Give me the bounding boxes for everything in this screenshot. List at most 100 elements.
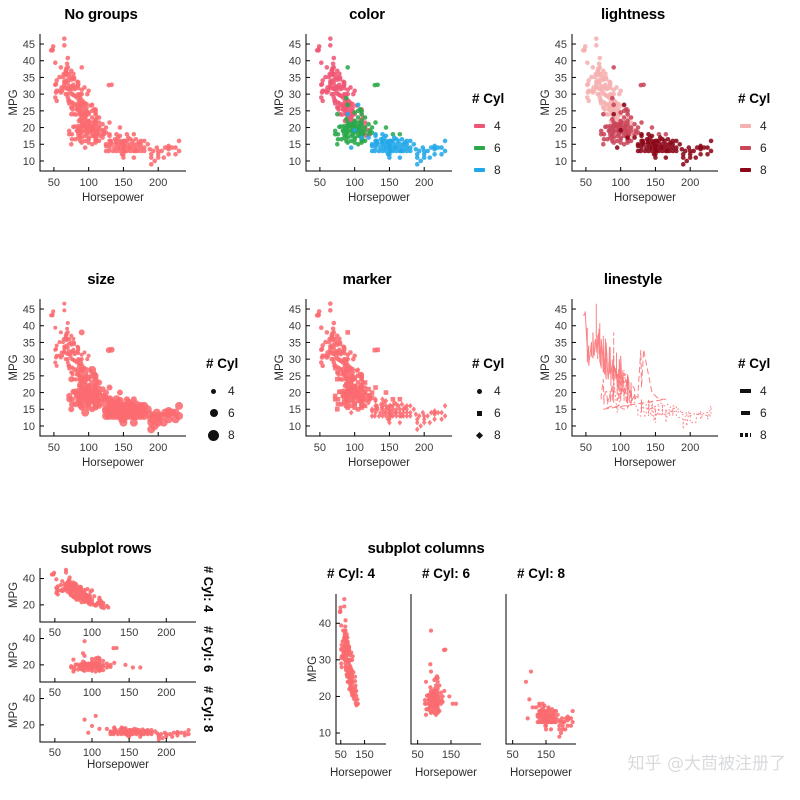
data-point	[151, 148, 156, 154]
legend-key-marker	[472, 384, 487, 398]
legend-title: # Cyl	[738, 91, 771, 106]
y-tick-label: 30	[289, 354, 301, 366]
data-point	[60, 579, 65, 584]
series-8	[345, 102, 448, 167]
data-point	[121, 155, 126, 160]
legend-entry[interactable]: 6	[738, 137, 770, 159]
data-point	[582, 48, 587, 53]
data-point	[325, 353, 331, 359]
data-point	[549, 707, 555, 712]
data-point	[76, 345, 81, 350]
plot-size: 50 100 150 200 10 15 20 25 30 35 40 45 Horsepower MPG	[6, 293, 196, 469]
data-point	[399, 136, 405, 142]
legend-entry[interactable]: 4	[472, 380, 504, 402]
legend-entry[interactable]: 4	[738, 115, 770, 137]
axis-spines	[571, 34, 718, 172]
y-tick-label: 45	[555, 39, 567, 51]
data-point	[383, 145, 389, 150]
legend-entry[interactable]: 8	[738, 424, 770, 446]
y-tick-label: 10	[319, 728, 331, 740]
data-point	[138, 665, 143, 670]
data-point	[354, 688, 359, 694]
data-point	[359, 121, 364, 127]
legend-entry[interactable]: 4	[206, 380, 238, 402]
data-point	[345, 376, 351, 383]
legend-entry[interactable]: 6	[206, 402, 238, 424]
legend-entry[interactable]: 4	[472, 115, 504, 137]
data-point	[106, 384, 113, 391]
data-point	[69, 333, 74, 338]
data-point	[55, 592, 60, 597]
data-point	[60, 340, 65, 345]
data-point	[625, 118, 630, 124]
data-point	[152, 158, 158, 164]
data-point	[319, 346, 325, 352]
legend-entry[interactable]: 8	[738, 159, 770, 181]
legend-entry[interactable]: 8	[472, 159, 504, 181]
data-point	[54, 98, 59, 104]
subplot-col-8: 50 150 Horsepower	[500, 588, 582, 779]
data-point	[568, 716, 574, 721]
data-point	[65, 345, 70, 350]
data-point	[66, 71, 72, 77]
plot-linestyle: 50 100 150 200 10 15 20 25 30 35 40 45 Horsepower MPG	[538, 293, 728, 469]
data-point	[348, 138, 354, 144]
data-point	[635, 141, 641, 147]
data-point	[422, 697, 428, 703]
data-point	[341, 80, 347, 85]
data-point	[614, 138, 620, 144]
data-point	[65, 91, 71, 97]
legend-entry[interactable]: 4	[738, 380, 770, 402]
legend-entry[interactable]: 6	[738, 402, 770, 424]
square-marker-icon	[477, 410, 482, 416]
subplot-col-label-8: # Cyl: 8	[516, 566, 566, 581]
legend-entry[interactable]: 8	[206, 424, 238, 446]
data-point	[565, 723, 570, 728]
panel-color: color 50 100 150 200 10 15 20 25 30 35 40 45 Horsepow…	[272, 6, 527, 256]
data-point	[656, 141, 662, 147]
data-point	[369, 406, 375, 413]
data-point	[414, 426, 420, 433]
data-point	[115, 135, 121, 140]
data-point	[93, 111, 98, 117]
data-point	[383, 390, 389, 395]
panel-subplot-rows: subplot rows 50 100 150 200 20 40 MPG # Cyl: 4 50…	[6, 540, 256, 795]
y-tick-label: 20	[289, 123, 301, 135]
data-point	[601, 136, 607, 142]
y-tick-label: 10	[555, 156, 567, 168]
legend-entry[interactable]: 6	[472, 402, 504, 424]
data-point	[86, 136, 91, 142]
y-tick-label: 40	[289, 321, 301, 333]
data-point	[616, 101, 621, 107]
data-point	[320, 78, 325, 83]
data-point	[667, 145, 672, 150]
data-point	[318, 60, 324, 66]
data-point	[435, 409, 441, 416]
data-point	[417, 148, 422, 154]
data-point	[611, 130, 617, 135]
data-point	[162, 145, 168, 150]
legend-title: # Cyl	[738, 356, 771, 371]
data-point	[353, 683, 358, 688]
data-point	[670, 148, 676, 154]
data-point	[610, 95, 615, 101]
x-tick-label: 150	[114, 177, 132, 189]
legend-entry[interactable]: 8	[472, 424, 504, 446]
x-tick-label: 50	[48, 442, 60, 454]
legend-entry[interactable]: 6	[472, 137, 504, 159]
data-point	[651, 140, 656, 145]
data-point	[705, 151, 710, 157]
data-point	[362, 128, 368, 134]
y-tick-label: 10	[289, 421, 301, 433]
data-point	[385, 140, 390, 145]
x-tick-label: 100	[79, 177, 97, 189]
legend-entry-label: 8	[760, 163, 767, 177]
y-tick-label: 10	[23, 156, 35, 168]
data-point	[402, 404, 408, 411]
data-point	[342, 597, 347, 602]
data-point	[343, 628, 348, 633]
data-point	[186, 731, 191, 737]
data-point	[352, 405, 357, 410]
series-4	[314, 36, 373, 138]
data-point	[339, 112, 345, 117]
